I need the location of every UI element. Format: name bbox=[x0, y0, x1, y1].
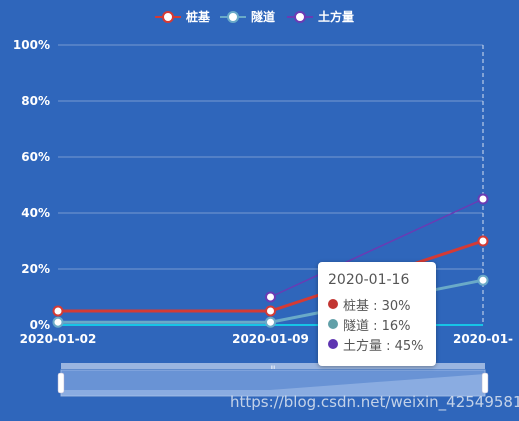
data-point bbox=[477, 274, 489, 286]
tooltip-row: 土方量 : 45% bbox=[328, 334, 426, 354]
legend: 桩基 隧道 土方量 bbox=[155, 9, 354, 24]
datazoom-left-handle[interactable] bbox=[57, 372, 65, 394]
legend-marker-icon bbox=[294, 11, 306, 23]
datazoom-drag-bar bbox=[61, 363, 485, 369]
datazoom-grip-icon: ııı bbox=[270, 364, 275, 371]
y-tick-label: 40% bbox=[21, 206, 50, 220]
legend-marker-icon bbox=[227, 11, 239, 23]
x-tick-label: 2020-01- bbox=[453, 332, 513, 346]
data-point bbox=[52, 305, 64, 317]
legend-label: 桩基 bbox=[186, 9, 211, 24]
series-line bbox=[270, 198, 484, 298]
y-tick-label: 60% bbox=[21, 150, 50, 164]
tooltip-row: 桩基 : 30% bbox=[328, 294, 426, 314]
data-point bbox=[477, 235, 489, 247]
legend-label: 土方量 bbox=[318, 9, 354, 24]
tooltip-row: 隧道 : 16% bbox=[328, 314, 426, 334]
data-point bbox=[265, 316, 276, 328]
data-point bbox=[265, 305, 276, 317]
datazoom-slider[interactable]: ııı bbox=[57, 363, 489, 397]
data-point bbox=[265, 291, 276, 303]
datazoom-selected-range bbox=[61, 370, 485, 396]
y-tick-label: 80% bbox=[21, 94, 50, 108]
series-dot-icon bbox=[328, 319, 338, 329]
x-tick-label: 2020-01-02 bbox=[20, 332, 97, 346]
series-dot-icon bbox=[328, 299, 338, 309]
x-axis: 2020-01-02 2020-01-09 2020-01- bbox=[20, 324, 513, 346]
y-tick-label: 20% bbox=[21, 262, 50, 276]
series-dot-icon bbox=[328, 339, 338, 349]
tooltip-row-text: 桩基 : 30% bbox=[343, 298, 411, 314]
y-tick-label: 100% bbox=[13, 38, 50, 52]
data-point bbox=[477, 193, 489, 205]
x-tick-label: 2020-01-09 bbox=[232, 332, 309, 346]
datazoom-data-shadow bbox=[61, 374, 485, 396]
y-axis: 0% 20% 40% 60% 80% 100% bbox=[13, 38, 50, 332]
y-tick-label: 0% bbox=[30, 318, 50, 332]
tooltip: 2020-01-16 桩基 : 30% 隧道 : 16% 土方量 : 45% bbox=[318, 262, 436, 366]
tooltip-row-text: 隧道 : 16% bbox=[343, 318, 411, 334]
legend-marker-icon bbox=[162, 11, 174, 23]
data-point bbox=[52, 316, 64, 328]
tooltip-row-text: 土方量 : 45% bbox=[343, 338, 424, 354]
watermark: https://blog.csdn.net/weixin_42549581 bbox=[230, 393, 519, 411]
legend-label: 隧道 bbox=[251, 9, 275, 24]
tooltip-title: 2020-01-16 bbox=[328, 272, 410, 288]
datazoom-right-handle[interactable] bbox=[481, 372, 489, 394]
